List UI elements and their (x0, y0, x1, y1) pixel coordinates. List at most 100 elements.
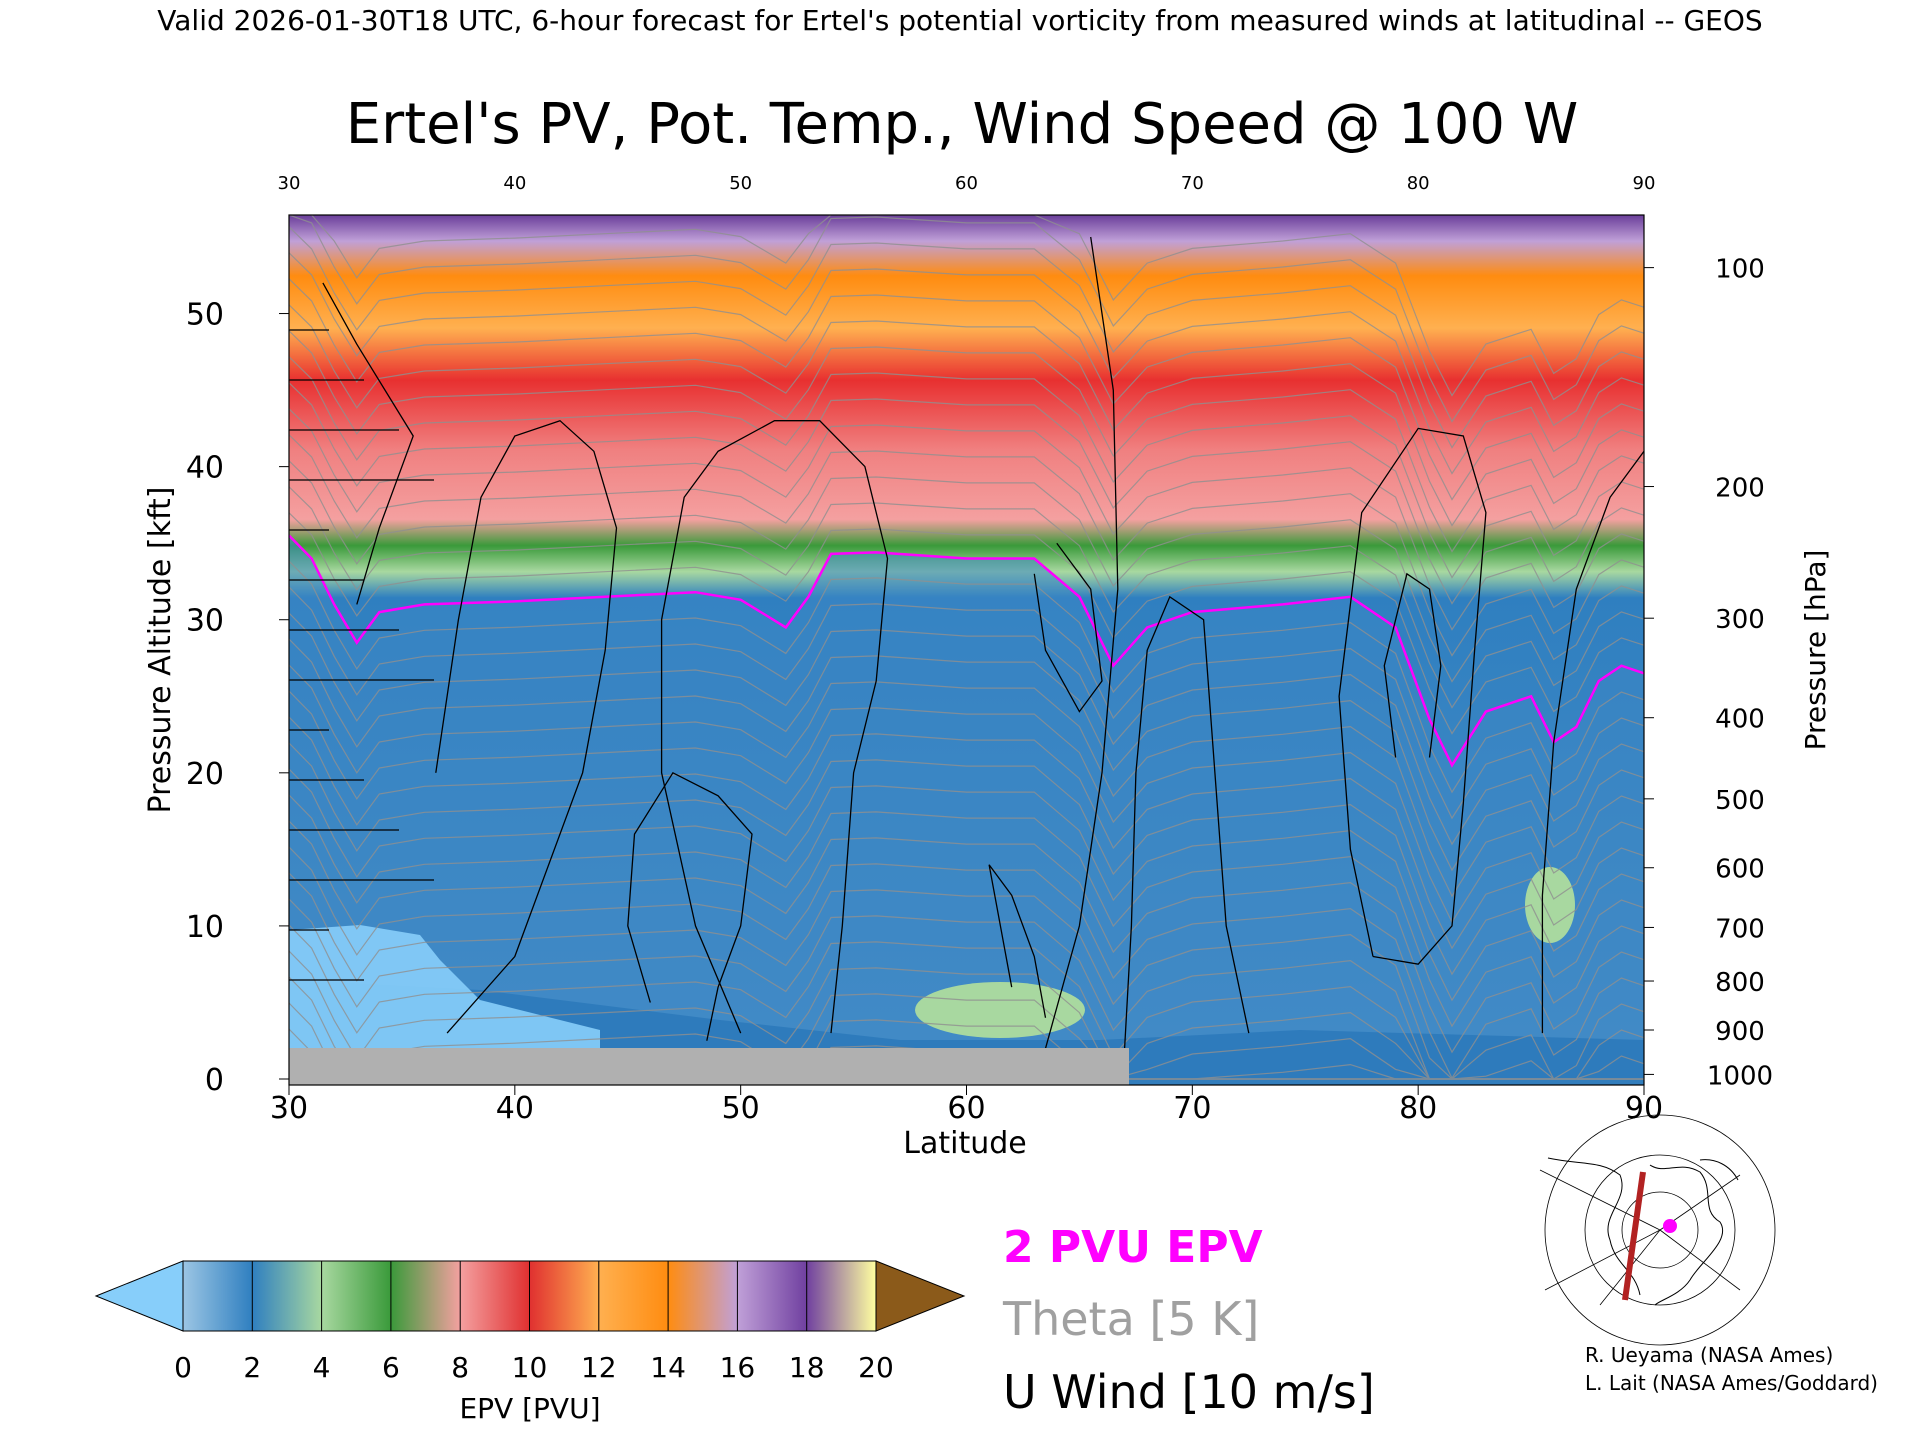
colorbar-tick-label: 10 (512, 1351, 548, 1384)
green-blob-86n (1525, 867, 1575, 943)
wind-contour (1541, 450, 1644, 1034)
legend-theta: Theta [5 K] (1002, 1292, 1259, 1346)
x-axis-top: 30 40 50 60 70 80 90 (278, 173, 1656, 194)
plot-area (289, 215, 1644, 1085)
theta-contour (289, 226, 1644, 449)
theta-contour (289, 638, 1644, 872)
pressure-tick-label: 600 (1715, 855, 1765, 885)
wind-contour (1123, 595, 1250, 1049)
y-tick-label: 20 (186, 757, 224, 792)
troposphere-fill (289, 535, 1644, 1079)
pressure-tick-label: 200 (1715, 474, 1765, 504)
x-top-tick-label: 60 (955, 173, 978, 194)
wind-contour (1338, 427, 1487, 965)
theta-contour (289, 768, 1644, 1002)
x-top-tick-label: 50 (729, 173, 752, 194)
theta-contour (289, 408, 1644, 631)
x-axis-bottom: 30 40 50 60 70 80 90 (270, 1085, 1663, 1126)
map-marker (1663, 1219, 1677, 1233)
colorbar-tick-label: 8 (451, 1351, 469, 1384)
pressure-tick-label: 800 (1715, 968, 1765, 998)
colorbar-tick-label: 4 (313, 1351, 331, 1384)
theta-contour (289, 215, 1644, 423)
legend-wind: U Wind [10 m/s] (1003, 1365, 1375, 1419)
y-axis-right: 100 200 300 400 500 600 700 800 900 1000 (1644, 255, 1773, 1091)
y-tick-label: 50 (186, 298, 224, 333)
theta-contour (289, 330, 1644, 553)
legend: 2 PVU EPV Theta [5 K] U Wind [10 m/s] (1002, 1222, 1375, 1419)
pressure-tick-label: 700 (1715, 914, 1765, 944)
y-tick-label: 0 (205, 1063, 224, 1098)
theta-contour (289, 460, 1644, 683)
colorbar: 0 2 4 6 8 10 12 14 16 18 20 EPV [PVU] (94, 1260, 966, 1425)
colorbar-tick-label: 12 (581, 1351, 617, 1384)
y-tick-label: 30 (186, 604, 224, 639)
theta-contour (289, 898, 1644, 1080)
wind-contour (1383, 572, 1442, 758)
x-top-tick-label: 70 (1181, 173, 1204, 194)
theta-contour (289, 664, 1644, 898)
theta-contour (289, 690, 1644, 924)
colorbar-dividers (182, 1261, 877, 1331)
tropopause-2pvu-line (289, 534, 1644, 768)
wind-contour (1033, 542, 1103, 713)
wind-contour (322, 282, 414, 605)
y-tick-label: 40 (186, 451, 224, 486)
x-tick-label: 60 (947, 1091, 985, 1126)
y-axis-right-label: Pressure [hPa] (1799, 550, 1832, 751)
pressure-tick-label: 500 (1715, 786, 1765, 816)
colorbar-tick-label: 2 (243, 1351, 261, 1384)
page-header: Valid 2026-01-30T18 UTC, 6-hour forecast… (157, 4, 1762, 37)
credit-line-2: L. Lait (NASA Ames/Goddard) (1585, 1371, 1878, 1395)
colorbar-tick-label: 18 (789, 1351, 825, 1384)
theta-contour (289, 512, 1644, 735)
pressure-tick-label: 900 (1715, 1017, 1765, 1047)
theta-contour (289, 278, 1644, 501)
theta-contour (289, 252, 1644, 475)
x-tick-label: 70 (1173, 1091, 1211, 1126)
theta-contour (289, 215, 1644, 397)
colorbar-left-arrow (94, 1260, 184, 1332)
theta-contour (289, 716, 1644, 950)
colorbar-tick-label: 6 (382, 1351, 400, 1384)
theta-contour (289, 434, 1644, 657)
theta-contour (289, 560, 1644, 794)
x-axis-label: Latitude (903, 1126, 1026, 1161)
colorbar-tick-label: 0 (174, 1351, 192, 1384)
terrain-mask (289, 1048, 1129, 1085)
x-tick-label: 90 (1625, 1091, 1663, 1126)
x-top-tick-label: 90 (1633, 173, 1656, 194)
section-line (1622, 1171, 1646, 1301)
wind-barb-lines (289, 329, 434, 981)
green-blob-60n (915, 982, 1085, 1038)
x-top-tick-label: 30 (278, 173, 301, 194)
credit-line-1: R. Ueyama (NASA Ames) (1585, 1343, 1833, 1367)
theta-contour (289, 304, 1644, 527)
theta-contour (289, 586, 1644, 820)
theta-contour (289, 820, 1644, 1054)
y-axis-label: Pressure Altitude [kft] (143, 487, 178, 814)
wind-contour (435, 419, 618, 1034)
pressure-tick-label: 300 (1715, 605, 1765, 635)
low-pv-light-area (289, 925, 600, 1060)
map-inset (1539, 1114, 1776, 1346)
theta-contour (289, 846, 1644, 1080)
wind-contour (660, 420, 889, 1034)
wind-contour (1044, 236, 1119, 1049)
chart-title: Ertel's PV, Pot. Temp., Wind Speed @ 100… (346, 92, 1578, 157)
x-tick-label: 30 (270, 1091, 308, 1126)
colorbar-tick-label: 20 (858, 1351, 894, 1384)
y-axis-left: 0 10 20 30 40 50 (186, 298, 289, 1098)
colorbar-tick-label: 14 (650, 1351, 686, 1384)
x-tick-label: 80 (1399, 1091, 1437, 1126)
colorbar-tick-label: 16 (720, 1351, 756, 1384)
x-top-tick-label: 80 (1407, 173, 1430, 194)
theta-contour (289, 612, 1644, 846)
theta-contour (289, 382, 1644, 605)
pressure-tick-label: 400 (1715, 705, 1765, 735)
theta-contour (289, 872, 1644, 1080)
legend-epv: 2 PVU EPV (1003, 1222, 1263, 1273)
wind-contours (322, 236, 1644, 1049)
map-coastlines (1547, 1157, 1739, 1306)
